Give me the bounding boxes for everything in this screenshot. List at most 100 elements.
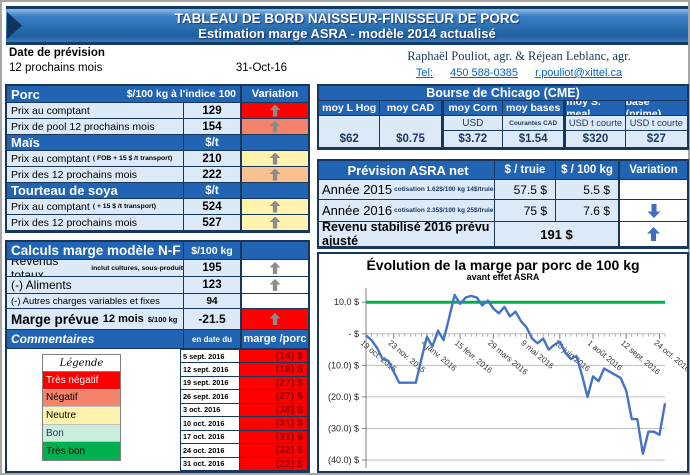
comments-area: Légende Très négatif Négatif Neutre Bon … [7,349,308,471]
asra-footer-label: Revenu stabilisé 2016 prévu ajusté [319,222,495,247]
legend-item: Bon [43,424,120,443]
forecast-period: 12 prochains mois [9,62,103,74]
email-link[interactable]: r.pouliot@xittel.ca [535,67,623,79]
mais-section-title: Maïs [7,135,184,151]
marge-final-value: -21.5 [184,309,241,330]
price-row-note: ( + 15 $ /t transport) [92,203,157,210]
asra-row-truie: 57.5 $ [495,180,556,200]
week-date: 31 oct. 2016 [180,457,240,471]
week-marge: (32) $ [240,444,308,458]
tel-label[interactable]: Tel: [415,67,434,79]
up-arrow-icon [269,200,281,213]
variation-cell [241,260,308,277]
marge-row-value: 94 [184,294,241,309]
cme-col-subheader: USD t courte [625,116,687,131]
contact-info: Raphaël Pouliot, agr. & Réjean Leblanc, … [350,49,688,79]
asra-row-note: cotisation 1.62$/100 kg 14$/truie [394,186,494,193]
asra-col-truie: $ / truie [495,161,556,180]
price-row-value: 129 [184,103,241,119]
price-row-value: 527 [184,215,241,231]
cme-value: $0.75 [380,131,442,148]
asra-row-truie: 75 $ [495,200,556,222]
week-date: 26 sept. 2016 [180,390,240,404]
cme-col-header: base (prime) [625,101,687,116]
soya-variation-spacer [241,183,308,199]
svg-text:10.0 $: 10.0 $ [334,297,359,307]
down-arrow-icon [647,204,661,218]
marge-title: Calculs marge modèle N-F [7,242,184,260]
price-row-note: ( FOB + 15 $ /t transport) [92,155,173,162]
table-row: 5 sept. 2016 (14) $ [180,349,308,363]
cme-title: Bourse de Chicago (CME) [319,86,687,101]
svg-text:(40.0) $: (40.0) $ [328,455,359,465]
authors: Raphaël Pouliot, agr. & Réjean Leblanc, … [407,49,631,63]
marge-porc-column-header: marge /porc [241,330,308,349]
up-arrow-icon [269,120,281,133]
table-row: 31 oct. 2016 (22) $ [180,457,308,471]
soya-unit-header: $/t [184,183,241,199]
table-row: 17 oct. 2016 (31) $ [180,430,308,444]
price-row-label: Prix des 12 prochains mois [7,215,184,231]
cme-value: $27 [625,131,687,148]
variation-cell [619,200,687,222]
marge-final-unit: $/100 kg [147,314,178,324]
marge-evolution-chart: Évolution de la marge par porc de 100 kg… [317,252,689,473]
week-date: 19 sept. 2016 [180,376,240,390]
asra-title: Prévision ASRA net [319,161,495,180]
porc-unit-header: $/100 kg à l'indice 100 [126,88,236,100]
cme-col-header: moy Corn [441,101,503,116]
week-date: 5 sept. 2016 [180,349,240,363]
table-row: 24 oct. 2016 (32) $ [180,444,308,458]
chevron-right-icon [7,12,22,39]
variation-cell [241,309,308,330]
date-column-header: en date du [184,330,241,349]
cme-col-subheader [319,116,381,131]
variation-header: Variation [241,86,308,103]
week-marge: (38) $ [240,403,308,417]
comments-header: Commentaires [7,330,184,349]
week-marge: (22) $ [240,457,308,471]
cme-col-subheader: Courantes CAD [502,116,565,131]
week-marge: (27) $ [240,390,308,404]
week-date: 10 oct. 2016 [180,417,240,431]
asra-footer-value: 191 $ [495,222,619,247]
prices-table: Porc $/100 kg à l'indice 100 Variation P… [5,84,310,233]
week-date: 17 oct. 2016 [180,430,240,444]
table-row: 26 sept. 2016 (27) $ [180,390,308,404]
variation-cell [241,119,308,135]
week-marge: (27) $ [240,376,308,390]
legend-title: Légende [43,355,120,372]
cme-col-subheader: USD [441,116,503,131]
legend-item: Négatif [43,389,120,408]
week-date: 24 oct. 2016 [180,444,240,458]
table-row: 3 oct. 2016 (38) $ [180,403,308,417]
marge-variation-spacer [241,242,308,260]
tel-link[interactable]: 450 588-0385 [450,67,519,79]
cme-value: $1.54 [502,131,565,148]
cme-col-subheader [380,116,442,131]
week-marge: (31) $ [240,417,308,431]
week-marge: (18) $ [240,363,308,377]
cme-col-header: moy bases [502,101,565,116]
mais-variation-spacer [241,135,308,151]
marge-row-label: (-) Autres charges variables et fixes [7,294,184,309]
table-row: 12 sept. 2016 (18) $ [180,363,308,377]
marge-row-label: (-) Aliments [7,277,184,294]
cme-value: $320 [564,131,626,148]
marge-table: Calculs marge modèle N-F $/100 kg Revenu… [5,240,310,473]
svg-text:(30.0) $: (30.0) $ [328,424,359,434]
up-arrow-icon [269,104,281,117]
asra-col-kg: $ / 100 kg [556,161,619,180]
price-row-label: Prix de pool 12 prochains mois [7,119,184,135]
variation-cell [241,215,308,231]
up-arrow-icon [269,262,281,274]
asra-table: Prévision ASRA net $ / truie $ / 100 kg … [317,159,689,249]
price-row-value: 524 [184,199,241,215]
dashboard-title: TABLEAU DE BORD NAISSEUR-FINISSEUR DE PO… [174,10,520,26]
marge-row-value: 195 [184,260,241,277]
week-date: 12 sept. 2016 [180,363,240,377]
table-row: 10 oct. 2016 (31) $ [180,417,308,431]
price-row-value: 210 [184,151,241,167]
variation-cell [241,167,308,183]
